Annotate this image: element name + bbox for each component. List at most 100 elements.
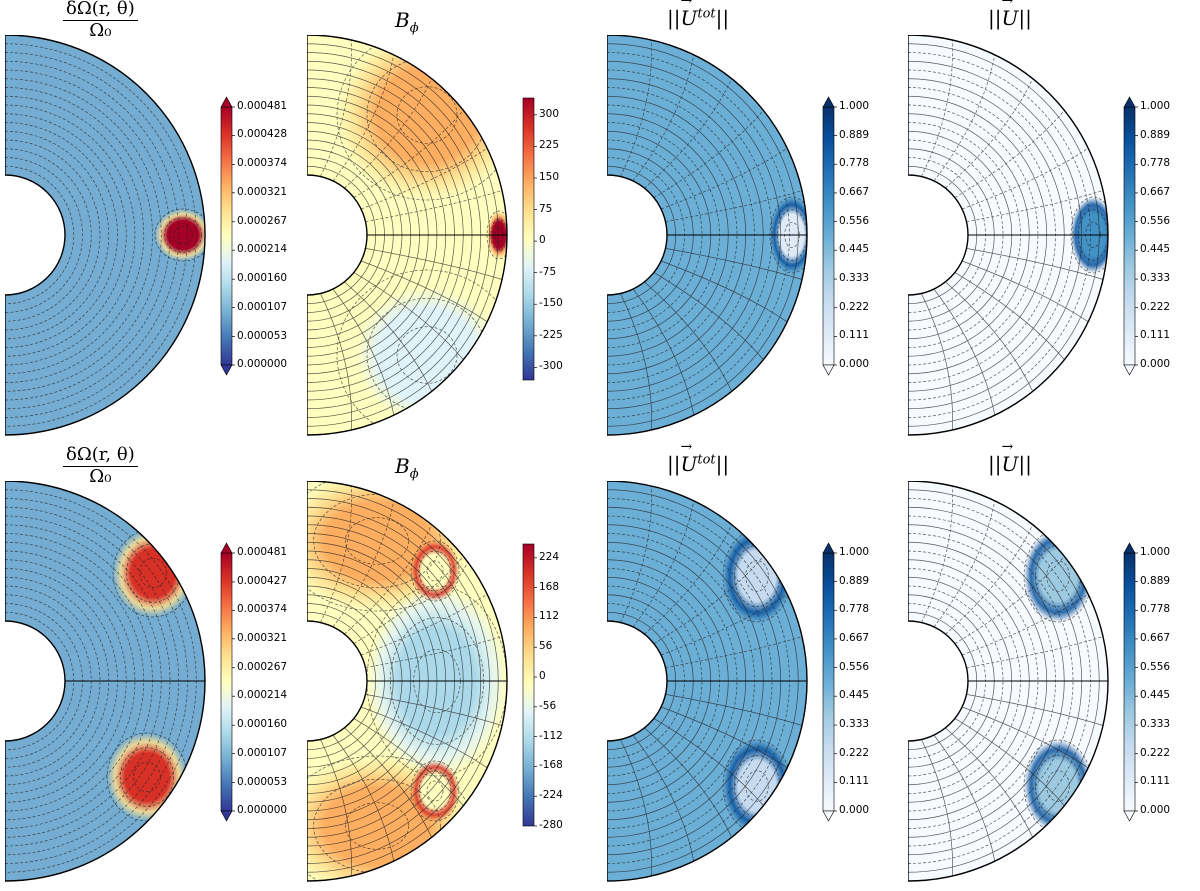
vector-arrow-icon: → — [680, 439, 693, 455]
domain-outline — [5, 481, 206, 882]
colorbar-tick-label: 0.000053 — [237, 775, 288, 788]
colorbar-tick-label: 0.445 — [1140, 243, 1171, 256]
colorbar-tick-label: -280 — [539, 819, 563, 831]
colorbar-tick-label: 0.889 — [1140, 574, 1171, 587]
colorbar-tick-label: 0.000321 — [237, 185, 288, 198]
colorbar-tick-label: 0.778 — [1140, 157, 1171, 170]
panel-u-row1: || → U|| 1.000 0.889 0.778 0.667 0.556 0.445 0.33… — [908, 0, 1198, 445]
colorbar-tick-label: 0.778 — [839, 157, 870, 170]
colorbar-gradient — [1123, 552, 1136, 812]
title-denominator: Ω₀ — [89, 19, 112, 41]
field-feature — [723, 740, 791, 832]
title-bars-right: || — [1018, 452, 1032, 476]
field-feature — [411, 761, 459, 821]
colorbar — [1123, 542, 1138, 822]
field-heatmap — [307, 481, 507, 881]
colorbar-tick-label: 75 — [539, 202, 553, 215]
title-bars-right: || — [1018, 6, 1032, 30]
colorbar-gradient — [822, 552, 835, 812]
panel-bphi-row2: Bϕ 224 168 112 56 0 -56 -112 -168 -224 -280 — [307, 446, 597, 891]
vector-arrow-icon: → — [1001, 0, 1014, 9]
domain-outline — [307, 481, 508, 882]
colorbar-tick-label: 0.111 — [1140, 775, 1171, 788]
field-heatmap — [908, 481, 1108, 881]
colorbar-tick-label: 0.000 — [839, 358, 870, 370]
colorbar-extend-min-icon — [822, 810, 835, 822]
colorbar-tick-label: 0.333 — [839, 272, 870, 285]
title-numerator: δΩ(r, θ) — [63, 0, 138, 21]
colorbar-tick-label: -168 — [539, 759, 563, 772]
plot-area — [5, 481, 235, 882]
colorbar-gradient — [1123, 106, 1136, 366]
colorbar-tick-label: 0.000000 — [237, 804, 288, 816]
colorbar — [220, 542, 235, 822]
title-denominator: Ω₀ — [89, 465, 112, 487]
colorbar-tick-label: 0.889 — [1140, 128, 1171, 141]
colorbar-tick-label: 0.000374 — [237, 603, 288, 616]
field-feature — [337, 270, 507, 435]
domain-outline — [908, 481, 1109, 882]
panel-title: δΩ(r, θ) Ω₀ — [63, 0, 138, 41]
colorbar-tick-label: 0.889 — [839, 128, 870, 141]
colorbar-tick-label: 112 — [539, 610, 560, 623]
colorbar-extend-min-icon — [220, 810, 233, 822]
colorbar-extend-min-icon — [822, 364, 835, 376]
domain-outline — [5, 35, 206, 436]
colorbar-extend-max-icon — [822, 542, 835, 554]
colorbar-tick-label: 0.111 — [839, 775, 870, 788]
colorbar-tick-label: 0.556 — [839, 660, 870, 673]
colorbar-tick-label: 0.000481 — [237, 546, 288, 558]
colorbar — [220, 96, 235, 376]
colorbar-tick-label: -150 — [539, 297, 563, 310]
vector-arrow-icon: → — [680, 0, 693, 9]
colorbar-extend-max-icon — [220, 542, 233, 554]
colorbar-tick-label: 0.000481 — [237, 100, 288, 112]
field-heatmap — [908, 35, 1108, 435]
colorbar-tick-label: 0.000267 — [237, 214, 288, 227]
colorbar-tick-label: 0.667 — [839, 631, 870, 644]
colorbar-tick-label: -75 — [539, 265, 557, 278]
colorbar-extend-min-icon — [1123, 364, 1136, 376]
colorbar-tick-label: 0.000160 — [237, 272, 288, 285]
colorbar-tick-label: 0.667 — [1140, 631, 1171, 644]
colorbar-tick-label: 0.667 — [1140, 185, 1171, 198]
field-heatmap — [307, 35, 507, 435]
title-bars-left: || — [667, 6, 681, 30]
colorbar-gradient — [220, 106, 233, 366]
domain-outline — [607, 481, 808, 882]
title-bars-left: || — [667, 452, 681, 476]
plot-area — [607, 481, 837, 882]
colorbar-tick-label: 150 — [539, 170, 560, 183]
title-text: B — [395, 454, 410, 478]
field-heatmap — [607, 481, 807, 881]
panel-title: || → Utot|| — [667, 439, 729, 476]
colorbar-gradient — [522, 97, 535, 381]
colorbar-tick-label: 0.000214 — [237, 243, 288, 256]
colorbar-tick-label: 0.445 — [839, 689, 870, 702]
colorbar-extend-min-icon — [1123, 810, 1136, 822]
colorbar-tick-label: 0.000053 — [237, 329, 288, 342]
plot-area — [607, 35, 837, 436]
field-feature — [155, 209, 205, 261]
panel-title: || → U|| — [988, 0, 1032, 30]
title-vector: → U — [1001, 0, 1018, 30]
colorbar — [522, 97, 537, 381]
colorbar-tick-label: 0.333 — [839, 718, 870, 731]
title-numerator: δΩ(r, θ) — [63, 445, 138, 467]
panel-title: || → Utot|| — [667, 0, 729, 30]
colorbar-extend-max-icon — [822, 96, 835, 108]
colorbar-tick-label: 0.222 — [839, 746, 870, 759]
colorbar-tick-label: 0.778 — [839, 603, 870, 616]
field-feature — [1024, 740, 1092, 832]
field-heatmap — [5, 35, 205, 435]
colorbar-tick-label: 0 — [539, 234, 546, 247]
colorbar-tick-label: 0.222 — [1140, 300, 1171, 313]
colorbar-tick-label: 1.000 — [1140, 100, 1171, 112]
title-text: B — [395, 8, 410, 32]
title-bars-left: || — [988, 6, 1002, 30]
colorbar — [1123, 96, 1138, 376]
colorbar-tick-label: 0.111 — [839, 329, 870, 342]
colorbar-tick-label: 0.445 — [839, 243, 870, 256]
colorbar-extend-max-icon — [220, 96, 233, 108]
